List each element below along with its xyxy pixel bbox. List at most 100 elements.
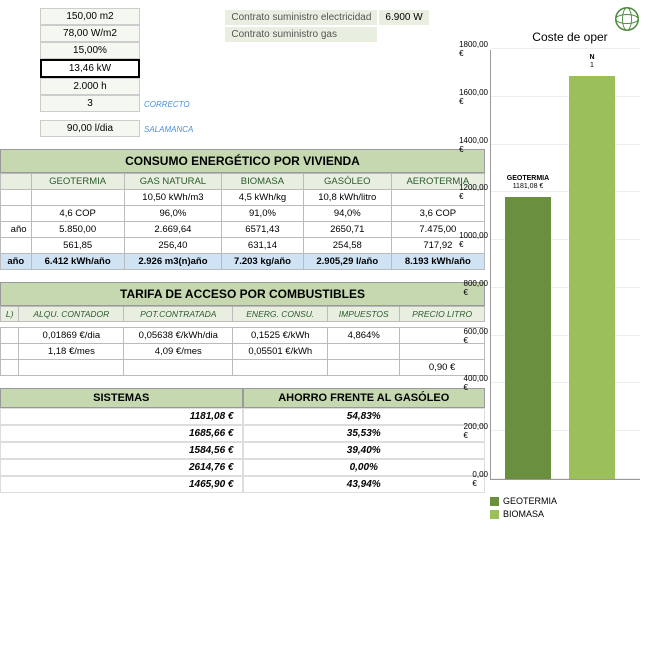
consumo-cell: 561,85 — [31, 238, 124, 254]
consumo-cell: 3,6 COP — [391, 206, 484, 222]
tarifa-cell: 0,05501 €/kWh — [233, 344, 328, 360]
consumo-cell: 6.412 kWh/año — [31, 254, 124, 270]
consumo-header: GEOTERMIA — [31, 174, 124, 190]
consumo-header — [1, 174, 32, 190]
tarifa-cell — [233, 360, 328, 376]
legend-item: BIOMASA — [490, 509, 650, 519]
tarifa-header: ENERG. CONSU. — [233, 307, 328, 322]
chart-bar: N1 — [569, 76, 615, 479]
tarifa-header: PRECIO LITRO — [400, 307, 485, 322]
y-axis-label: 400,00 € — [464, 374, 491, 392]
tarifa-cell — [124, 360, 233, 376]
contract-block: Contrato suministro electricidad 6.900 W… — [223, 8, 430, 137]
tarifa-cell — [19, 360, 124, 376]
consumo-section: CONSUMO ENERGÉTICO POR VIVIENDA GEOTERMI… — [0, 149, 485, 270]
tarifa-cell: 0,05638 €/kWh/dia — [124, 328, 233, 344]
consumo-cell: 7.203 kg/año — [222, 254, 304, 270]
consumo-cell: 2.905,29 l/año — [303, 254, 391, 270]
chart-legend: GEOTERMIA BIOMASA — [490, 496, 650, 519]
tarifa-cell — [1, 328, 19, 344]
tarifa-header: L) — [1, 307, 19, 322]
consumo-table: GEOTERMIAGAS NATURALBIOMASAGASÓLEOAEROTE… — [0, 173, 485, 270]
param-cell: 15,00% — [40, 42, 140, 59]
tarifa-cell — [1, 344, 19, 360]
y-axis-label: 1000,00 € — [459, 231, 491, 249]
consumo-cell: 6571,43 — [222, 222, 304, 238]
compare-right-val: 35,53% — [243, 425, 486, 442]
legend-item: GEOTERMIA — [490, 496, 650, 506]
compare-left-val: 1685,66 € — [0, 425, 243, 442]
bar-value-label: GEOTERMIA1181,08 € — [505, 175, 551, 190]
param-cell-boxed: 13,46 kW — [40, 59, 140, 78]
consumo-cell: 254,58 — [303, 238, 391, 254]
y-axis-label: 1800,00 € — [459, 40, 491, 58]
consumo-cell: 631,14 — [222, 238, 304, 254]
consumo-cell: 4,6 COP — [31, 206, 124, 222]
consumo-cell: 2650,71 — [303, 222, 391, 238]
consumo-cell: 5.850,00 — [31, 222, 124, 238]
consumo-cell: 10,50 kWh/m3 — [124, 190, 221, 206]
tarifa-cell: 0,1525 €/kWh — [233, 328, 328, 344]
compare-section: SISTEMAS 1181,08 € 1685,66 € 1584,56 € 2… — [0, 388, 485, 493]
consumo-cell: año — [1, 254, 32, 270]
y-axis-label: 0,00 € — [472, 470, 491, 488]
consumo-cell: 91,0% — [222, 206, 304, 222]
consumo-cell: año — [1, 222, 32, 238]
consumo-header: GASÓLEO — [303, 174, 391, 190]
note-location: SALAMANCA — [144, 125, 193, 134]
tarifa-header: IMPUESTOS — [328, 307, 400, 322]
tarifa-cell: 0,01869 €/dia — [19, 328, 124, 344]
compare-right-val: 54,83% — [243, 408, 486, 425]
contract-elec-val: 6.900 W — [379, 10, 428, 25]
consumo-cell: 4,5 kWh/kg — [222, 190, 304, 206]
consumo-cell — [31, 190, 124, 206]
consumo-cell: 2.669,64 — [124, 222, 221, 238]
chart-panel: Coste de oper 0,00 €200,00 €400,00 €600,… — [490, 10, 650, 522]
compare-left-title: SISTEMAS — [0, 388, 243, 408]
y-axis-label: 1600,00 € — [459, 88, 491, 106]
consumo-header: BIOMASA — [222, 174, 304, 190]
y-axis-label: 800,00 € — [464, 279, 491, 297]
compare-right-title: AHORRO FRENTE AL GASÓLEO — [243, 388, 486, 408]
tarifa-cell: 4,09 €/mes — [124, 344, 233, 360]
tarifa-table: L)ALQU. CONTADORPOT.CONTRATADAENERG. CON… — [0, 306, 485, 376]
param-cell: 90,00 l/dia — [40, 120, 140, 137]
consumo-cell: 94,0% — [303, 206, 391, 222]
compare-right-val: 0,00% — [243, 459, 486, 476]
consumo-header: GAS NATURAL — [124, 174, 221, 190]
compare-right-val: 39,40% — [243, 442, 486, 459]
bar-value-label: N1 — [569, 54, 615, 69]
tarifa-cell — [400, 344, 485, 360]
compare-left-val: 1584,56 € — [0, 442, 243, 459]
param-cell: 78,00 W/m2 — [40, 25, 140, 42]
tarifa-title: TARIFA DE ACCESO POR COMBUSTIBLES — [0, 282, 485, 306]
compare-left-val: 1181,08 € — [0, 408, 243, 425]
params-block: 150,00 m2 78,00 W/m2 15,00% 13,46 kW 2.0… — [40, 8, 140, 137]
chart-bar: GEOTERMIA1181,08 € — [505, 197, 551, 479]
tarifa-cell — [1, 360, 19, 376]
param-cell: 150,00 m2 — [40, 8, 140, 25]
contract-gas-label: Contrato suministro gas — [225, 27, 377, 42]
compare-left-val: 2614,76 € — [0, 459, 243, 476]
consumo-cell — [1, 238, 32, 254]
consumo-title: CONSUMO ENERGÉTICO POR VIVIENDA — [0, 149, 485, 173]
compare-left-val: 1465,90 € — [0, 476, 243, 493]
y-axis-label: 200,00 € — [464, 422, 491, 440]
consumo-cell: 8.193 kWh/año — [391, 254, 484, 270]
consumo-cell: 10,8 kWh/litro — [303, 190, 391, 206]
tarifa-cell: 4,864% — [328, 328, 400, 344]
tarifa-header: ALQU. CONTADOR — [19, 307, 124, 322]
contract-elec-label: Contrato suministro electricidad — [225, 10, 377, 25]
consumo-cell: 256,40 — [124, 238, 221, 254]
tarifa-cell — [328, 360, 400, 376]
note-correcto: CORRECTO — [144, 100, 193, 109]
tarifa-cell: 0,90 € — [400, 360, 485, 376]
tarifa-section: TARIFA DE ACCESO POR COMBUSTIBLES L)ALQU… — [0, 282, 485, 376]
param-cell: 2.000 h — [40, 78, 140, 95]
bar-chart: 0,00 €200,00 €400,00 €600,00 €800,00 €10… — [490, 50, 640, 480]
consumo-cell — [1, 190, 32, 206]
chart-title: Coste de oper — [490, 30, 650, 44]
param-cell: 3 — [40, 95, 140, 112]
y-axis-label: 1200,00 € — [459, 183, 491, 201]
tarifa-header: POT.CONTRATADA — [124, 307, 233, 322]
